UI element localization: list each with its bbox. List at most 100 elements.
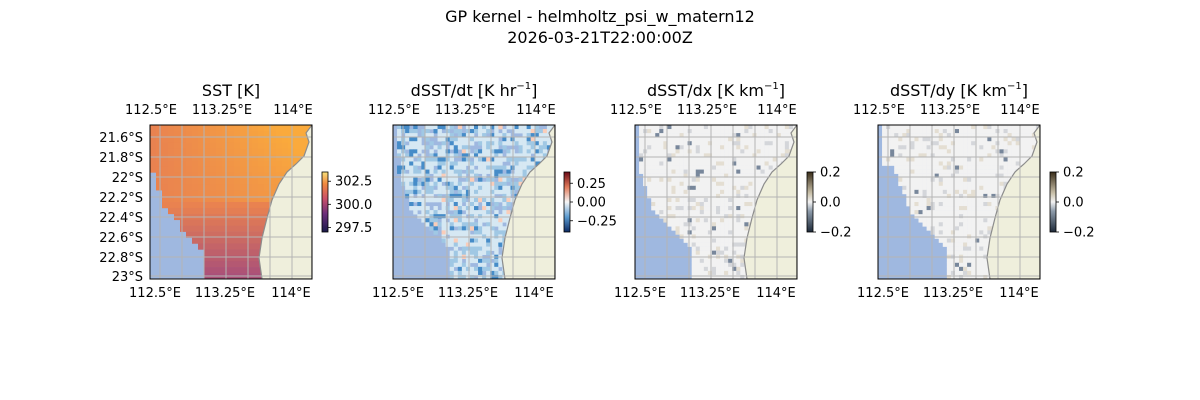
data-cell — [478, 270, 483, 276]
data-cell — [413, 129, 418, 134]
data-cell — [975, 125, 980, 130]
data-cell — [732, 274, 737, 279]
data-cell — [707, 210, 713, 215]
data-cell — [506, 169, 511, 174]
data-cell — [683, 141, 688, 146]
data-cell — [192, 136, 199, 144]
bottom-longitude-labels: 112.5°E 113.25°E 114°E — [129, 286, 311, 301]
data-cell — [494, 185, 499, 191]
data-cell — [465, 218, 471, 223]
data-cell — [482, 145, 487, 150]
data-cell — [716, 270, 721, 276]
data-cell — [204, 243, 211, 250]
data-cell — [679, 137, 684, 142]
data-cell — [526, 157, 531, 162]
data-cell — [482, 137, 487, 142]
data-cell — [482, 149, 487, 154]
data-cell — [963, 161, 968, 166]
data-cell — [421, 169, 426, 174]
data-cell — [764, 153, 769, 158]
colorbar-tick-label: −0.25 — [577, 214, 617, 229]
data-cell — [502, 141, 507, 146]
data-cell — [282, 130, 289, 138]
data-cell — [975, 157, 980, 162]
data-cell — [979, 141, 984, 146]
data-cell — [679, 206, 684, 211]
data-cell — [228, 178, 235, 185]
data-cell — [514, 153, 519, 158]
data-cell — [234, 261, 241, 268]
data-cell — [538, 145, 544, 150]
data-cell — [971, 238, 976, 243]
data-cell — [469, 173, 475, 178]
data-cell — [186, 225, 193, 232]
data-cell — [675, 197, 680, 203]
data-cell — [950, 173, 956, 178]
data-cell — [691, 266, 697, 272]
data-cell — [942, 197, 948, 203]
data-cell — [482, 141, 487, 146]
data-cell — [461, 226, 467, 231]
data-cell — [647, 157, 652, 162]
data-cell — [502, 165, 507, 170]
data-cell — [691, 165, 697, 170]
data-cell — [687, 157, 692, 162]
data-cell — [736, 181, 741, 187]
data-cell — [482, 125, 487, 130]
data-cell — [687, 181, 692, 187]
data-cell — [482, 129, 487, 134]
data-cell — [445, 173, 450, 178]
panel-dsst-dx: dSST/dx [K km−1] 112.5°E 113.25°E 114°E … — [610, 81, 852, 301]
data-cell — [695, 173, 701, 178]
data-cell — [186, 196, 193, 203]
data-cell — [959, 161, 964, 166]
data-cell — [679, 218, 684, 223]
data-cell — [192, 160, 199, 167]
data-cell — [999, 169, 1004, 174]
data-cell — [744, 222, 749, 227]
data-cell — [663, 133, 668, 138]
data-cell — [695, 210, 701, 215]
data-cell — [744, 133, 749, 138]
data-cell — [478, 133, 483, 138]
data-cell — [667, 218, 672, 223]
data-cell — [724, 218, 729, 223]
data-cell — [671, 210, 676, 215]
data-cell — [186, 172, 193, 179]
data-cell — [740, 222, 745, 227]
data-cell — [449, 197, 455, 203]
data-cell — [518, 181, 523, 187]
data-cell — [748, 157, 753, 162]
data-cell — [760, 157, 765, 162]
data-cell — [494, 222, 499, 227]
data-cell — [228, 267, 235, 274]
data-cell — [720, 218, 725, 223]
data-cell — [707, 214, 713, 219]
data-cell — [703, 169, 709, 174]
top-longitude-labels: 112.5°E 113.25°E 114°E — [125, 103, 313, 118]
data-cell — [1011, 133, 1016, 138]
data-cell — [975, 177, 980, 183]
data-cell — [979, 258, 984, 264]
data-cell — [417, 185, 422, 191]
data-cell — [975, 226, 980, 231]
data-cell — [651, 161, 656, 166]
data-cell — [465, 149, 471, 154]
data-cell — [671, 197, 676, 203]
data-cell — [538, 137, 544, 142]
data-cell — [728, 181, 733, 187]
data-cell — [494, 153, 499, 158]
data-cell — [486, 141, 491, 146]
data-cell — [240, 255, 247, 262]
data-cell — [711, 274, 717, 279]
data-cell — [691, 202, 697, 207]
tick-label: 112.5°E — [372, 286, 424, 301]
data-cell — [772, 153, 778, 158]
data-cell — [707, 266, 713, 272]
data-cell — [991, 189, 996, 195]
data-cell — [216, 237, 223, 244]
data-cell — [922, 181, 927, 187]
data-cell — [691, 129, 697, 134]
data-cell — [663, 129, 668, 134]
